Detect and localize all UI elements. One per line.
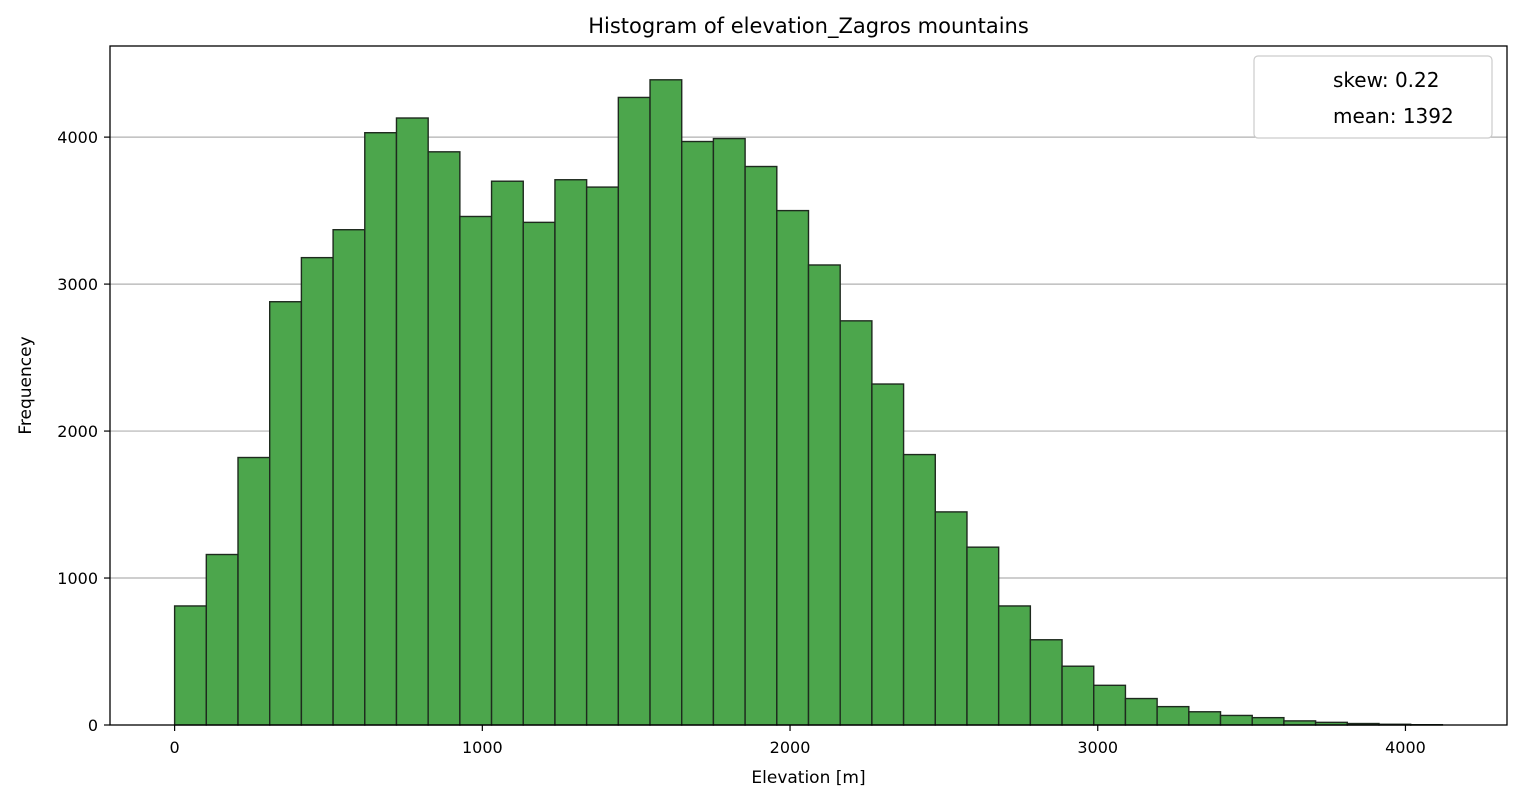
histogram-bar — [1189, 712, 1221, 725]
histogram-bar — [238, 458, 270, 725]
histogram-bar — [523, 222, 555, 725]
histogram-bar — [587, 187, 619, 725]
y-axis-label: Frequencey — [16, 336, 36, 434]
histogram-bar — [428, 152, 460, 725]
y-tick-label: 1000 — [57, 569, 98, 588]
histogram-bar — [904, 455, 936, 725]
histogram-bar — [555, 180, 587, 725]
histogram-bar — [1221, 715, 1253, 725]
y-tick-label: 2000 — [57, 422, 98, 441]
histogram-bar — [1030, 640, 1062, 725]
histogram-bar — [270, 302, 302, 725]
histogram-bar — [777, 211, 809, 725]
histogram-bar — [1062, 666, 1094, 725]
histogram-bar — [840, 321, 872, 725]
histogram-bar — [809, 265, 841, 725]
histogram-bar — [682, 142, 714, 725]
histogram-bar — [1125, 699, 1157, 725]
histogram-bar — [1252, 718, 1284, 725]
x-axis-label: Elevation [m] — [751, 768, 865, 788]
y-tick-label: 3000 — [57, 275, 98, 294]
histogram-bar — [618, 97, 650, 725]
histogram-bar — [650, 80, 682, 725]
legend: skew: 0.22 mean: 1392 — [1254, 56, 1492, 138]
histogram-bar — [999, 606, 1031, 725]
y-tick-label: 4000 — [57, 128, 98, 147]
histogram-bar — [175, 606, 207, 725]
histogram-bar — [745, 167, 777, 725]
histogram-bar — [967, 547, 999, 725]
histogram-bar — [1157, 707, 1189, 725]
histogram-bar — [872, 384, 904, 725]
histogram-bar — [333, 230, 365, 725]
legend-entry-skew: skew: 0.22 — [1333, 68, 1439, 92]
x-tick-label: 1000 — [462, 738, 503, 757]
x-tick-label: 2000 — [770, 738, 811, 757]
histogram-bar — [1094, 685, 1126, 725]
x-tick-label: 4000 — [1385, 738, 1426, 757]
histogram-bar — [492, 181, 524, 725]
chart-title: Histogram of elevation_Zagros mountains — [588, 14, 1029, 39]
legend-entry-mean: mean: 1392 — [1333, 104, 1454, 128]
histogram-bar — [365, 133, 397, 725]
histogram-bar — [396, 118, 428, 725]
histogram-bar — [206, 555, 238, 725]
x-tick-label: 3000 — [1077, 738, 1118, 757]
histogram-bar — [460, 216, 492, 725]
histogram-bar — [301, 258, 333, 725]
x-tick-label: 0 — [170, 738, 180, 757]
histogram-bar — [713, 139, 745, 725]
histogram-bar — [935, 512, 967, 725]
y-tick-label: 0 — [88, 716, 98, 735]
